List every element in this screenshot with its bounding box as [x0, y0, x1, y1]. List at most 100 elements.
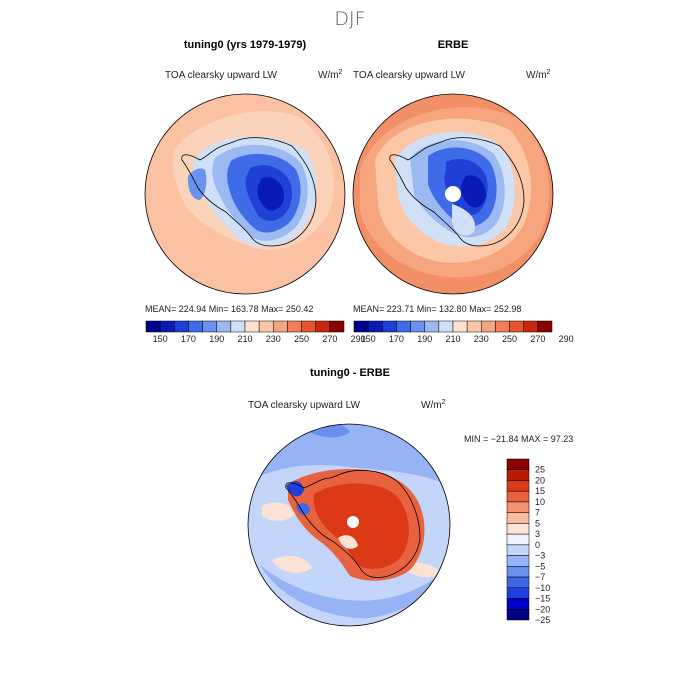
colorbar-model-swatch-11	[301, 320, 316, 333]
colorbar-difference-swatch-9	[506, 555, 530, 567]
panel-difference-stats: MIN = −21.84 MAX = 97.23	[464, 434, 573, 444]
colorbar-difference-tick-label: −10	[535, 583, 550, 593]
colorbar-difference-swatch-10	[506, 566, 530, 578]
panel-difference-variable: TOA clearsky upward LW	[248, 400, 360, 411]
colorbar-observed-swatch-2	[382, 320, 397, 333]
colorbar-model-swatch-8	[258, 320, 274, 333]
panel-observed-title: ERBE	[438, 39, 469, 51]
colorbar-difference-tick-label: −3	[535, 551, 545, 561]
panel-model-variable: TOA clearsky upward LW	[165, 70, 277, 81]
colorbar-observed-tick-label: 190	[417, 334, 432, 344]
colorbar-observed-tick-label: 270	[530, 334, 545, 344]
colorbar-observed-swatch-4	[410, 320, 425, 333]
colorbar-observed-tick-label: 290	[559, 334, 574, 344]
colorbar-difference-tick-label: 0	[535, 540, 540, 550]
colorbar-difference-swatch-8	[506, 544, 530, 556]
map-observed-boundary	[352, 93, 554, 295]
colorbar-model-tick-label: 190	[209, 334, 224, 344]
colorbar-model-swatch-5	[216, 320, 232, 333]
panel-model-units: W/m2	[318, 69, 343, 81]
colorbar-difference-tick-label: 5	[535, 518, 540, 528]
map-model-coastline	[181, 137, 317, 247]
colorbar-model-swatch-6	[230, 320, 246, 333]
colorbar-difference-tick-label: −15	[535, 594, 550, 604]
colorbar-model-tick-label: 170	[181, 334, 196, 344]
colorbar-observed-swatch-11	[509, 320, 524, 333]
colorbar-model-tick-label: 230	[266, 334, 281, 344]
panel-model-title: tuning0 (yrs 1979-1979)	[184, 39, 307, 51]
colorbar-observed-swatch-7	[452, 320, 468, 333]
colorbar-difference-swatch-6	[506, 523, 530, 535]
colorbar-observed-swatch-3	[396, 320, 411, 333]
colorbar-difference-tick-label: 20	[535, 475, 545, 485]
colorbar-model-swatch-9	[273, 320, 288, 333]
colorbar-difference-swatch-12	[506, 587, 530, 599]
map-model	[145, 94, 345, 294]
panel-observed-stats: MEAN= 223.71 Min= 132.80 Max= 252.98	[353, 304, 521, 314]
colorbar-observed-swatch-6	[438, 320, 454, 333]
colorbar-model-tick-label: 150	[153, 334, 168, 344]
colorbar-difference-tick-label: −25	[535, 615, 550, 625]
map-observed-coastline	[389, 137, 525, 247]
colorbar-difference-swatch-7	[506, 533, 530, 546]
colorbar-difference-tick-label: −20	[535, 604, 550, 614]
panel-observed: ERBE TOA clearsky upward LW W/m2 MEAN= 2…	[352, 39, 574, 344]
colorbar-model-swatch-1	[159, 320, 175, 333]
colorbar-model-swatch-10	[287, 320, 302, 333]
colorbar-model-swatch-7	[244, 320, 260, 333]
colorbar-difference-swatch-14	[506, 609, 530, 621]
map-observed	[353, 94, 553, 294]
colorbar-observed-swatch-9	[481, 320, 496, 333]
colorbar-model-tick-label: 290	[351, 334, 366, 344]
map-difference-coastline	[285, 470, 421, 578]
colorbar-observed-tick-label: 230	[474, 334, 489, 344]
figure-title: DJF	[334, 8, 365, 30]
colorbar-difference-swatch-11	[506, 576, 530, 589]
colorbar-model-tick-label: 270	[322, 334, 337, 344]
colorbar-difference-tick-label: 7	[535, 508, 540, 518]
colorbar-observed-swatch-1	[367, 320, 383, 333]
colorbar-model-swatch-12	[315, 320, 331, 333]
colorbar-model-tick-label: 250	[294, 334, 309, 344]
colorbar-observed-swatch-5	[424, 320, 440, 333]
panel-difference-title: tuning0 - ERBE	[310, 367, 390, 379]
map-model-boundary	[144, 93, 346, 295]
colorbar-model-swatch-3	[188, 320, 203, 333]
colorbar-observed-tick-label: 210	[445, 334, 460, 344]
colorbar-model-swatch-0	[145, 320, 161, 333]
colorbar-difference-swatch-1	[506, 469, 530, 481]
colorbar-observed-tick-label: 150	[361, 334, 376, 344]
colorbar-model-tick-label: 210	[237, 334, 252, 344]
panel-difference: tuning0 - ERBE TOA clearsky upward LW W/…	[247, 367, 573, 627]
colorbar-difference-swatch-2	[506, 480, 530, 492]
colorbar-observed-swatch-12	[523, 320, 539, 333]
colorbar-difference-tick-label: 10	[535, 497, 545, 507]
colorbar-difference-tick-label: 3	[535, 529, 540, 539]
colorbar-model-swatch-2	[174, 320, 189, 333]
colorbar-difference-swatch-0	[506, 458, 530, 470]
map-difference	[248, 424, 450, 626]
colorbar-difference-tick-label: −7	[535, 572, 545, 582]
map-difference-boundary	[247, 423, 451, 627]
panel-observed-units: W/m2	[526, 69, 551, 81]
colorbar-observed-tick-label: 250	[502, 334, 517, 344]
colorbar-difference-swatch-5	[506, 512, 530, 524]
colorbar-observed-tick-label: 170	[389, 334, 404, 344]
colorbar-observed-swatch-8	[466, 320, 482, 333]
panel-model: tuning0 (yrs 1979-1979) TOA clearsky upw…	[144, 39, 366, 344]
colorbar-difference-swatch-4	[506, 501, 530, 513]
panel-model-stats: MEAN= 224.94 Min= 163.78 Max= 250.42	[145, 304, 313, 314]
colorbar-difference-tick-label: −5	[535, 561, 545, 571]
colorbar-model-swatch-4	[202, 320, 217, 333]
colorbar-difference-tick-label: 15	[535, 486, 545, 496]
panel-observed-variable: TOA clearsky upward LW	[353, 70, 465, 81]
colorbar-model-swatch-13	[329, 320, 345, 333]
colorbar-difference-tick-label: 25	[535, 465, 545, 475]
colorbar-observed-swatch-10	[495, 320, 510, 333]
colorbar-difference-swatch-13	[506, 598, 530, 610]
panel-model-colorbar: 150 170 190 210 230 250 270 290	[145, 320, 366, 344]
panel-observed-colorbar: 150 170 190 210 230 250 270 290	[353, 320, 574, 344]
colorbar-observed-swatch-0	[353, 320, 369, 333]
